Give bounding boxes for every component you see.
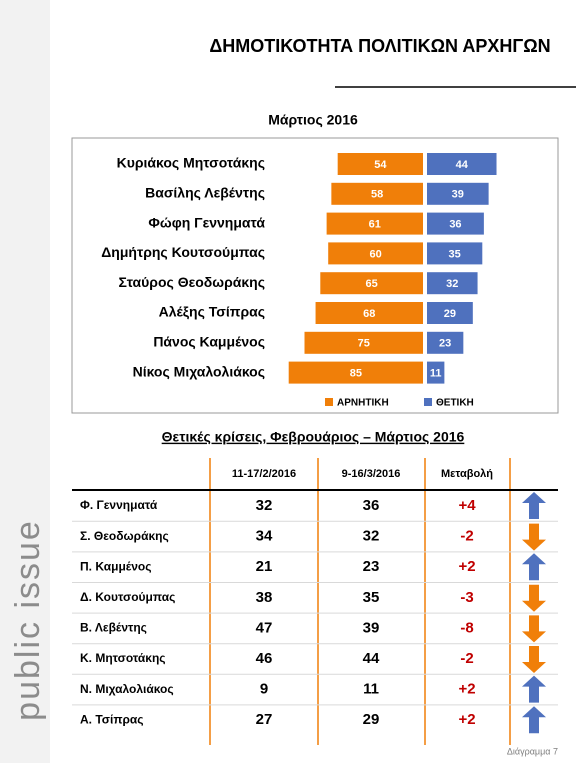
- category-label: Αλέξης Τσίπρας: [159, 304, 265, 320]
- row-name: Σ. Θεοδωράκης: [80, 529, 169, 543]
- row-name: Κ. Μητσοτάκης: [80, 651, 166, 665]
- bar-label: 68: [363, 308, 375, 320]
- row-name: Α. Τσίπρας: [80, 712, 144, 726]
- row-name: Δ. Κουτσούμπας: [80, 590, 175, 604]
- sidebar: [0, 0, 50, 763]
- category-label: Σταύρος Θεοδωράκης: [119, 274, 265, 290]
- row-name: Ν. Μιχαλολιάκος: [80, 682, 174, 696]
- bar: [427, 331, 464, 354]
- cell: 39: [363, 619, 380, 636]
- column-header: 11-17/2/2016: [232, 468, 296, 480]
- cell: 9: [260, 681, 268, 698]
- cell: 27: [256, 711, 273, 728]
- bar: [427, 182, 489, 205]
- cell: 35: [363, 589, 380, 606]
- bar-label: 36: [449, 219, 461, 231]
- bar-label: 58: [371, 189, 383, 201]
- trend-arrow: [522, 615, 546, 643]
- bar-label: 29: [444, 308, 456, 320]
- category-label: Δημήτρης Κουτσούμπας: [101, 244, 265, 260]
- change: -8: [460, 619, 473, 636]
- cell: 36: [363, 497, 380, 514]
- category-label: Βασίλης Λεβέντης: [145, 185, 265, 201]
- bar: [427, 242, 483, 265]
- bar: [337, 153, 423, 175]
- cell: 29: [363, 711, 380, 728]
- cell: 34: [256, 528, 273, 545]
- bar-label: 85: [350, 368, 362, 380]
- bar: [304, 331, 423, 354]
- chart-frame: [71, 137, 559, 414]
- trend-arrow: [522, 646, 546, 673]
- bar: [315, 302, 423, 324]
- change: +2: [458, 681, 475, 698]
- cell: 23: [363, 558, 380, 575]
- legend-label: ΑΡΝΗΤΙΚΗ: [337, 398, 389, 409]
- row-name: Φ. Γεννηματά: [80, 498, 158, 512]
- caption: Διάγραμμα 7: [507, 746, 558, 756]
- page-title: ΔΗΜΟΤΙΚΟΤΗΤΑ ΠΟΛΙΤΙΚΩΝ ΑΡΧΗΓΩΝ: [209, 36, 550, 56]
- cell: 46: [256, 650, 273, 667]
- row-name: Π. Καμμένος: [80, 559, 151, 573]
- table-title: Θετικές κρίσεις, Φεβρουάριος – Μάρτιος 2…: [162, 429, 465, 445]
- category-label: Πάνος Καμμένος: [153, 334, 265, 350]
- cell: 47: [256, 619, 273, 636]
- change: +4: [458, 497, 476, 514]
- cell: 11: [363, 681, 379, 698]
- change: -3: [460, 589, 473, 606]
- bar: [427, 212, 484, 235]
- chart-title: Μάρτιος 2016: [268, 112, 358, 128]
- bar: [427, 153, 497, 175]
- trend-arrow: [522, 675, 546, 703]
- cell: 32: [256, 497, 273, 514]
- bar: [326, 212, 423, 235]
- brand: public issue: [9, 519, 47, 721]
- legend-swatch: [325, 398, 333, 406]
- bar: [288, 361, 423, 384]
- bar-label: 44: [456, 159, 469, 171]
- column-header: Μεταβολή: [441, 468, 493, 480]
- bar-label: 11: [430, 368, 442, 380]
- bar: [328, 242, 423, 265]
- category-label: Φώφη Γεννηματά: [148, 214, 265, 230]
- bar-label: 61: [369, 219, 381, 231]
- bar-label: 35: [449, 248, 461, 260]
- cell: 21: [256, 558, 273, 575]
- change: -2: [460, 528, 473, 545]
- bar: [320, 272, 423, 295]
- trend-arrow: [522, 523, 546, 551]
- row-name: Β. Λεβέντης: [80, 621, 147, 635]
- bar-label: 65: [366, 278, 378, 290]
- bar-label: 60: [369, 248, 381, 260]
- trend-arrow: [522, 553, 546, 581]
- trend-arrow: [522, 584, 546, 612]
- bar-label: 32: [446, 278, 458, 290]
- legend-swatch: [424, 398, 432, 406]
- change: +2: [458, 711, 475, 728]
- bar: [427, 361, 445, 384]
- change: -2: [460, 650, 473, 667]
- cell: 32: [363, 528, 380, 545]
- change: +2: [458, 558, 475, 575]
- cell: 44: [363, 650, 380, 667]
- category-label: Κυριάκος Μητσοτάκης: [117, 155, 265, 171]
- bar-label: 39: [452, 189, 464, 201]
- cell: 38: [256, 589, 273, 606]
- category-label: Νίκος Μιχαλολιάκος: [133, 363, 265, 379]
- bar: [427, 302, 473, 324]
- bar-label: 75: [358, 338, 370, 350]
- bar-label: 54: [374, 159, 387, 171]
- legend-label: ΘΕΤΙΚΗ: [436, 398, 474, 409]
- bar: [427, 272, 478, 295]
- trend-arrow: [522, 706, 546, 734]
- bar: [331, 182, 423, 205]
- column-header: 9-16/3/2016: [342, 468, 401, 480]
- bar-label: 23: [439, 338, 451, 350]
- trend-arrow: [522, 492, 546, 519]
